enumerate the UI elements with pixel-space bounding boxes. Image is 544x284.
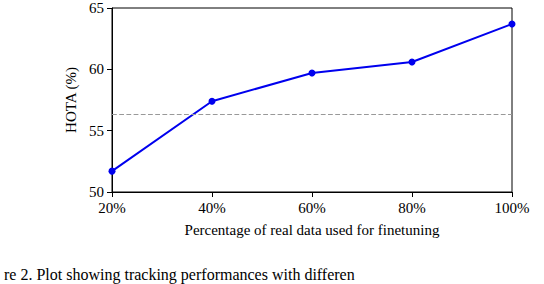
svg-text:100%: 100% (495, 200, 530, 216)
svg-text:60%: 60% (298, 200, 326, 216)
svg-text:20%: 20% (98, 200, 126, 216)
svg-text:Percentage of real data used f: Percentage of real data used for finetun… (185, 222, 440, 238)
svg-text:65: 65 (89, 0, 104, 16)
svg-text:HOTA (%): HOTA (%) (63, 67, 80, 133)
svg-text:re 2. Plot showing tracking pe: re 2. Plot showing tracking performances… (4, 266, 355, 284)
svg-text:60: 60 (89, 61, 104, 77)
svg-text:80%: 80% (398, 200, 426, 216)
svg-text:55: 55 (89, 123, 104, 139)
svg-text:50: 50 (89, 184, 104, 200)
svg-text:40%: 40% (198, 200, 226, 216)
